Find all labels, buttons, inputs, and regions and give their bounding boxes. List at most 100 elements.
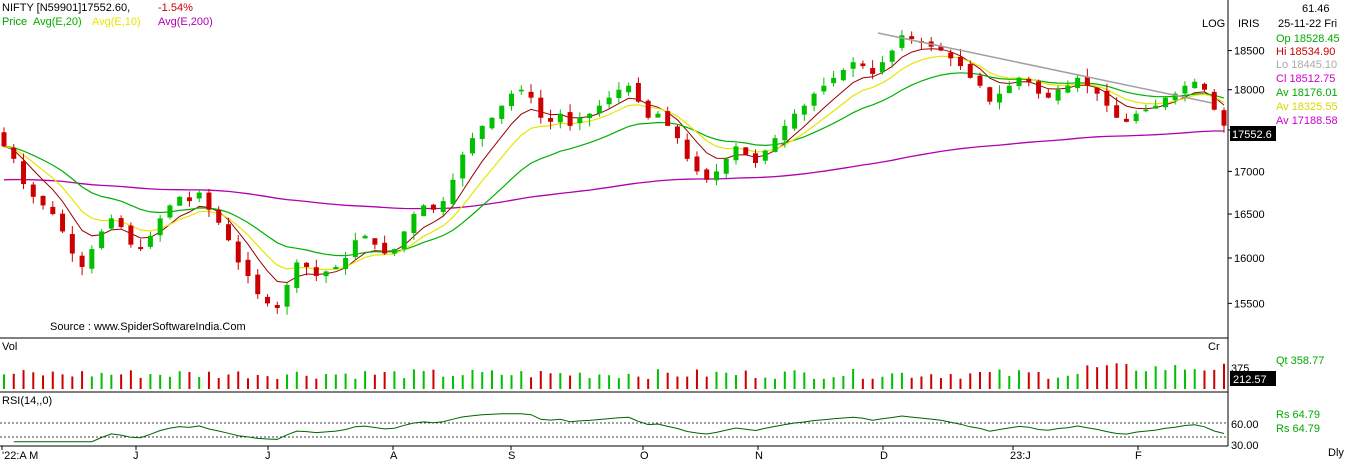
candle-body (713, 171, 719, 181)
candle-body (362, 235, 368, 239)
volume-bar (549, 373, 552, 389)
volume-bar (1076, 373, 1079, 389)
volume-bar (373, 374, 376, 389)
volume-bar (1183, 369, 1186, 389)
volume-bar (715, 371, 718, 389)
candle-body (1162, 97, 1168, 108)
volume-bar (617, 378, 620, 389)
candle-body (284, 285, 290, 307)
candle-body (665, 111, 671, 126)
volume-bar (81, 371, 84, 389)
volume-bar (129, 370, 132, 389)
volume-bar (744, 370, 747, 389)
volume-bar (61, 374, 64, 389)
volume-bar (1037, 371, 1040, 389)
volume-bar (998, 369, 1001, 389)
volume-bar (178, 371, 181, 389)
volume-bar (1203, 370, 1206, 389)
volume-bar (1057, 377, 1060, 389)
candle-body (987, 87, 993, 102)
candle-body (40, 195, 46, 206)
volume-bar (822, 378, 825, 389)
volume-bar (735, 375, 737, 389)
x-tick-label: J (265, 450, 271, 462)
volume-bar (315, 378, 318, 389)
candle-body (997, 93, 1003, 103)
candle-body (860, 63, 866, 67)
candle-body (606, 97, 612, 105)
candle-body (128, 225, 134, 245)
candle-body (1104, 90, 1110, 106)
candle-body (899, 35, 905, 48)
volume-bar (861, 378, 864, 389)
candle-body (509, 93, 515, 107)
candle-body (938, 46, 944, 51)
candle-body (1182, 85, 1188, 94)
volume-bar (1115, 363, 1118, 389)
volume-bar (451, 375, 454, 389)
candle-body (489, 117, 495, 129)
legend-avg200: Avg(E,200) (158, 16, 213, 28)
y-tick-label: 16500 (1234, 209, 1265, 221)
y-tick-label: 17000 (1234, 166, 1265, 178)
candle-body (772, 138, 778, 153)
candle-body (538, 97, 544, 118)
trendline (877, 32, 1213, 104)
x-tick-label: '22:A M (2, 450, 38, 462)
volume-bar (842, 376, 845, 389)
volume-bar (1154, 366, 1157, 389)
x-tick-label: 23:J (1010, 450, 1031, 462)
candle-body (548, 118, 554, 122)
candle-body (684, 139, 690, 159)
candle-body (801, 105, 807, 115)
volume-bar (71, 376, 74, 389)
candle-body (50, 206, 56, 215)
candle-body (352, 240, 358, 258)
volume-bar (12, 373, 15, 389)
volume-bar (871, 378, 874, 389)
candle-body (333, 266, 339, 270)
volume-bar (168, 376, 171, 389)
instrument-label: NIFTY [N59901]17552.60, (2, 2, 130, 14)
volume-bar (442, 376, 445, 389)
side-avg200: Av 17188.58 (1276, 115, 1338, 127)
candle-body (430, 204, 436, 210)
volume-bar (1135, 370, 1138, 389)
x-tick-label: F (1135, 450, 1142, 462)
volume-cr-label: Cr (1208, 341, 1220, 353)
volume-bar (559, 373, 562, 389)
volume-bar (207, 371, 210, 389)
volume-bar (32, 372, 35, 389)
candle-body (469, 138, 475, 154)
y-axis: 15500160001650017000175001800018500 (1228, 46, 1265, 310)
candle-body (167, 205, 173, 218)
candle-body (79, 255, 85, 267)
volume-bar (90, 376, 93, 389)
candle-body (645, 100, 651, 118)
candle-body (460, 154, 466, 179)
volume-bar (578, 372, 581, 389)
volume-bar (266, 376, 269, 389)
volume-bar (22, 370, 25, 389)
volume-bar (598, 374, 601, 389)
volume-bar (988, 372, 991, 389)
volume-bar (481, 372, 484, 389)
volume-bar (500, 374, 503, 389)
side-open: Op 18528.45 (1276, 33, 1340, 45)
candle-body (1036, 81, 1042, 94)
legend-avg10: Avg(E,10) (92, 16, 141, 28)
volume-bar (295, 371, 298, 389)
candle-body (1, 132, 7, 147)
candle-body (528, 91, 534, 98)
volume-bar (725, 372, 728, 389)
volume-bar (666, 372, 669, 389)
candle-body (30, 184, 36, 197)
volume-bar (305, 375, 308, 389)
volume-bar (159, 374, 162, 389)
y-tick-label: 18500 (1234, 46, 1265, 58)
source-label: Source : www.SpiderSoftwareIndia.Com (50, 321, 246, 333)
candle-body (850, 62, 856, 69)
volume-bar (569, 375, 572, 389)
side-close: Cl 18512.75 (1276, 73, 1336, 85)
candle-body (89, 249, 95, 269)
